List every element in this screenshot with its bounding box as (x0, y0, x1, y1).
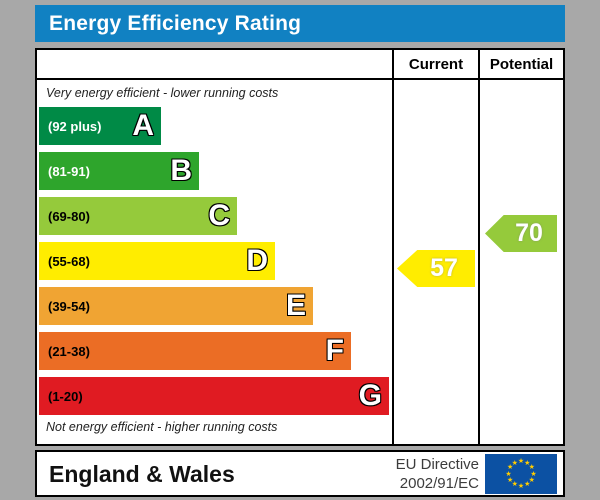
rating-band-a: (92 plus) A (39, 107, 161, 145)
eu-directive-line2: 2002/91/EC (399, 475, 479, 492)
rating-band-e: (39-54) E (39, 287, 313, 325)
footer-panel: England & Wales EU Directive 2002/91/EC … (35, 450, 565, 497)
potential-rating-value: 70 (515, 219, 543, 247)
eu-directive-label: EU Directive 2002/91/EC (396, 455, 479, 493)
eu-flag-star: ★ (517, 458, 525, 465)
eu-flag-star: ★ (507, 464, 514, 472)
band-range-label: (39-54) (48, 298, 90, 314)
eu-flag-star: ★ (505, 470, 512, 478)
rating-band-d: (55-68) D (39, 242, 275, 280)
band-letter: D (246, 244, 268, 277)
title-bar: Energy Efficiency Rating (35, 5, 565, 42)
eu-flag-star: ★ (524, 459, 531, 467)
eu-flag-star: ★ (528, 464, 535, 472)
band-range-label: (1-20) (48, 388, 83, 404)
eu-directive-line1: EU Directive (395, 456, 479, 473)
header-row-divider (37, 78, 563, 80)
band-letter: A (132, 109, 154, 142)
potential-column-header: Potential (489, 56, 554, 73)
eu-flag-star: ★ (507, 476, 514, 484)
eu-flag-star: ★ (511, 481, 518, 489)
rating-band-b: (81-91) B (39, 152, 199, 190)
band-letter: C (208, 199, 230, 232)
page-title: Energy Efficiency Rating (49, 12, 302, 35)
eu-flag-star: ★ (511, 459, 518, 467)
region-label: England & Wales (49, 461, 235, 487)
potential-column-divider (478, 50, 480, 444)
band-range-label: (55-68) (48, 253, 90, 269)
band-range-label: (92 plus) (48, 118, 102, 134)
band-range-label: (21-38) (48, 343, 90, 359)
rating-bands: (92 plus) A (81-91) B (69-80) C (55-68) D (39-54… (39, 107, 391, 422)
current-column-divider (392, 50, 394, 444)
rating-band-c: (69-80) C (39, 197, 237, 235)
rating-band-f: (21-38) F (39, 332, 351, 370)
eu-flag-star: ★ (530, 470, 537, 478)
eu-flag-star: ★ (524, 481, 531, 489)
band-letter: B (170, 154, 192, 187)
eu-flag-star: ★ (517, 483, 525, 490)
eu-flag-icon: ★ ★ ★ ★ ★ ★ ★ ★ ★ ★ ★ ★ (485, 454, 557, 494)
band-letter: G (358, 379, 382, 412)
rating-band-g: (1-20) G (39, 377, 389, 415)
bottom-note: Not energy efficient - higher running co… (46, 420, 278, 434)
current-column-header: Current (408, 56, 464, 73)
band-range-label: (81-91) (48, 163, 90, 179)
band-letter: E (285, 289, 306, 322)
band-letter: F (325, 334, 344, 367)
band-range-label: (69-80) (48, 208, 90, 224)
current-rating-value: 57 (430, 254, 458, 282)
eu-flag-star: ★ (528, 476, 535, 484)
current-rating-arrow: 57 (397, 250, 475, 287)
potential-rating-arrow: 70 (485, 215, 557, 252)
top-note: Very energy efficient - lower running co… (46, 86, 279, 100)
rating-chart-panel: Current Potential Very energy efficient … (35, 48, 565, 446)
